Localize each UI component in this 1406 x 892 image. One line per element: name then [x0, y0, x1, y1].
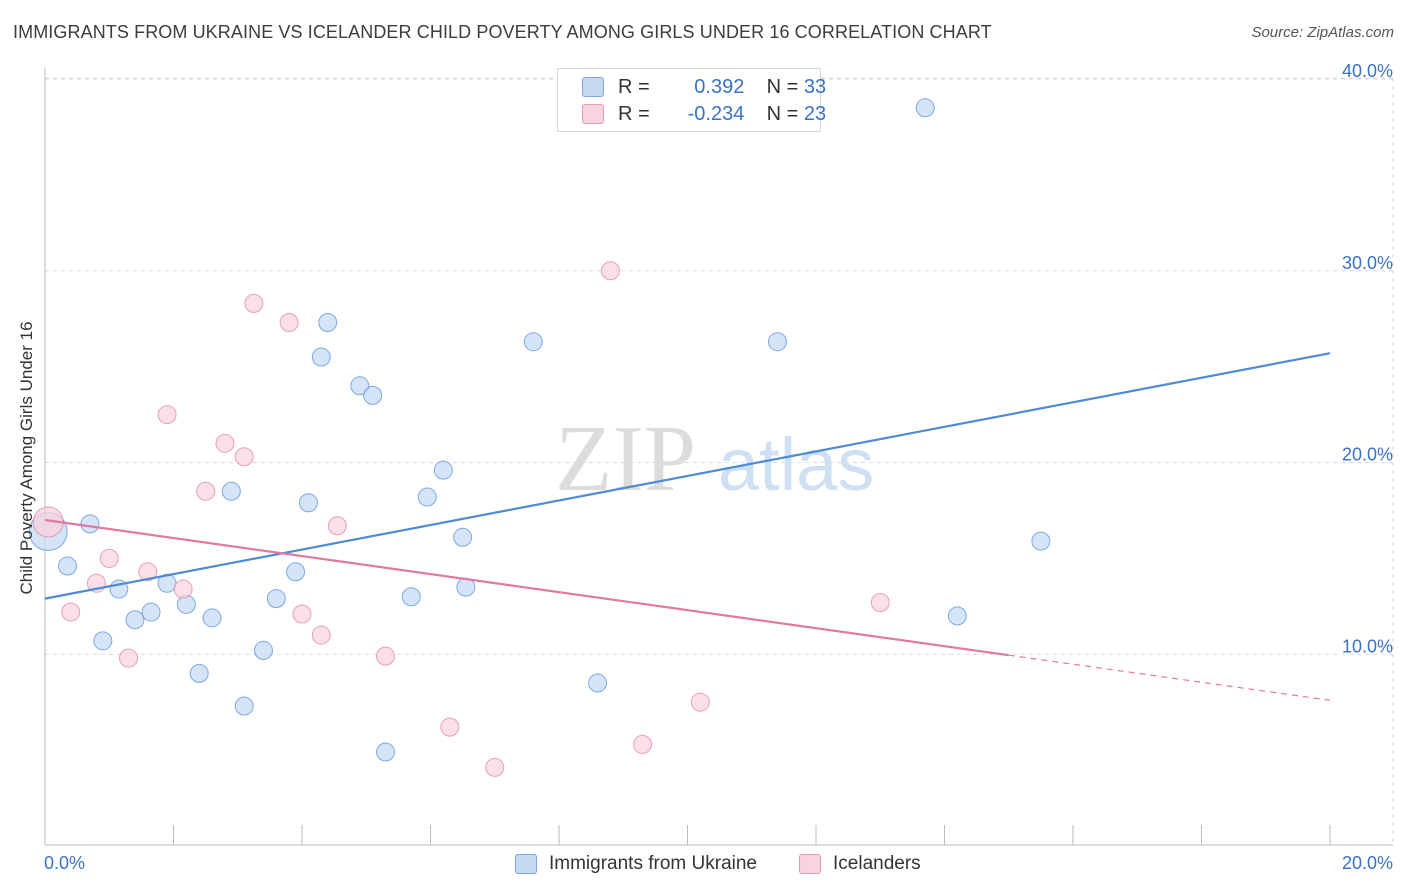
point-ukraine [947, 606, 967, 626]
point-icelanders [376, 646, 396, 666]
legend-r-label: R = [618, 102, 650, 125]
point-icelanders [311, 625, 331, 645]
point-ukraine [401, 587, 421, 607]
point-ukraine [176, 594, 196, 614]
point-ukraine [202, 608, 222, 628]
legend-r-value: -0.234 [687, 102, 745, 125]
point-ukraine [286, 562, 306, 582]
legend-r-value: 0.392 [694, 75, 745, 98]
y-tick-label: 20.0% [1342, 445, 1393, 465]
legend-n-value: 23 [803, 102, 827, 125]
point-ukraine [417, 487, 437, 507]
point-icelanders [870, 592, 890, 612]
point-icelanders [600, 261, 620, 281]
point-icelanders [279, 313, 299, 333]
point-ukraine [253, 640, 273, 660]
point-icelanders [244, 293, 264, 313]
y-axis-label: Child Poverty Among Girls Under 16 [17, 321, 36, 594]
trendline-ukraine [44, 352, 1331, 600]
point-ukraine [125, 610, 145, 630]
y-tick-label: 10.0% [1342, 636, 1393, 656]
watermark-zip: ZIP [555, 407, 696, 511]
point-ukraine [767, 332, 787, 352]
point-ukraine [915, 98, 935, 118]
point-ukraine [453, 527, 473, 547]
legend-swatch-ukraine [515, 854, 537, 874]
legend-n-label: N = [766, 102, 799, 125]
point-ukraine [234, 696, 254, 716]
legend-swatch-icelanders [582, 104, 604, 124]
legend-item-icelanders: Icelanders [799, 851, 921, 877]
trendline-icelanders [44, 518, 1009, 657]
legend-swatch-icelanders [799, 854, 821, 874]
point-ukraine [318, 313, 338, 333]
point-ukraine [298, 493, 318, 513]
point-ukraine [141, 602, 161, 622]
point-icelanders [196, 481, 216, 501]
y-tick-label: 30.0% [1342, 253, 1393, 273]
legend-item-ukraine: Immigrants from Ukraine [515, 851, 757, 877]
x-tick-label-max: 20.0% [1342, 853, 1393, 873]
point-icelanders [234, 447, 254, 467]
point-ukraine [363, 385, 383, 405]
point-ukraine [311, 347, 331, 367]
x-tick-label-min: 0.0% [44, 853, 85, 873]
y-tick-label: 40.0% [1342, 61, 1393, 81]
point-icelanders [157, 405, 177, 425]
tick-labels: 10.0% 20.0% 30.0% 40.0% 0.0% 20.0% [44, 61, 1393, 873]
point-ukraine [588, 673, 608, 693]
trend-lines [44, 352, 1331, 701]
point-icelanders [327, 516, 347, 536]
point-icelanders [173, 579, 193, 599]
point-ukraine [1031, 531, 1051, 551]
legend-r-label: R = [618, 75, 650, 98]
point-ukraine [93, 631, 113, 651]
point-ukraine [523, 332, 543, 352]
chart-title: IMMIGRANTS FROM UKRAINE VS ICELANDER CHI… [13, 22, 992, 42]
legend-swatch-ukraine [582, 77, 604, 97]
legend-label-ukraine: Immigrants from Ukraine [549, 853, 757, 874]
watermark: ZIP atlas [555, 407, 874, 511]
source-label: Source: ZipAtlas.com [1251, 24, 1394, 41]
point-ukraine [433, 460, 453, 480]
point-icelanders [61, 602, 81, 622]
legend-n-value: 33 [803, 75, 827, 98]
point-icelanders [138, 562, 158, 582]
axes [44, 68, 1393, 846]
point-ukraine [221, 481, 241, 501]
correlation-legend: R = 0.392 N = 33 R = -0.234 N = 23 [557, 68, 826, 132]
trendline-icelanders-extension [1008, 654, 1331, 701]
point-ukraine [350, 376, 370, 396]
legend-n-label: N = [766, 75, 799, 98]
point-ukraine [376, 742, 396, 762]
data-points [28, 98, 1051, 777]
legend-label-icelanders: Icelanders [833, 853, 921, 874]
point-icelanders [292, 604, 312, 624]
point-ukraine [189, 663, 209, 683]
point-icelanders [440, 717, 460, 737]
legend-row-ukraine: R = 0.392 N = 33 [582, 74, 826, 100]
point-ukraine [80, 514, 100, 534]
point-icelanders [119, 648, 139, 668]
point-icelanders [690, 692, 710, 712]
point-ukraine [57, 556, 77, 576]
legend-row-icelanders: R = -0.234 N = 23 [582, 101, 826, 127]
point-icelanders [633, 734, 653, 754]
point-ukraine [266, 589, 286, 609]
point-icelanders [215, 433, 235, 453]
point-icelanders [99, 548, 119, 568]
point-icelanders [485, 757, 505, 777]
